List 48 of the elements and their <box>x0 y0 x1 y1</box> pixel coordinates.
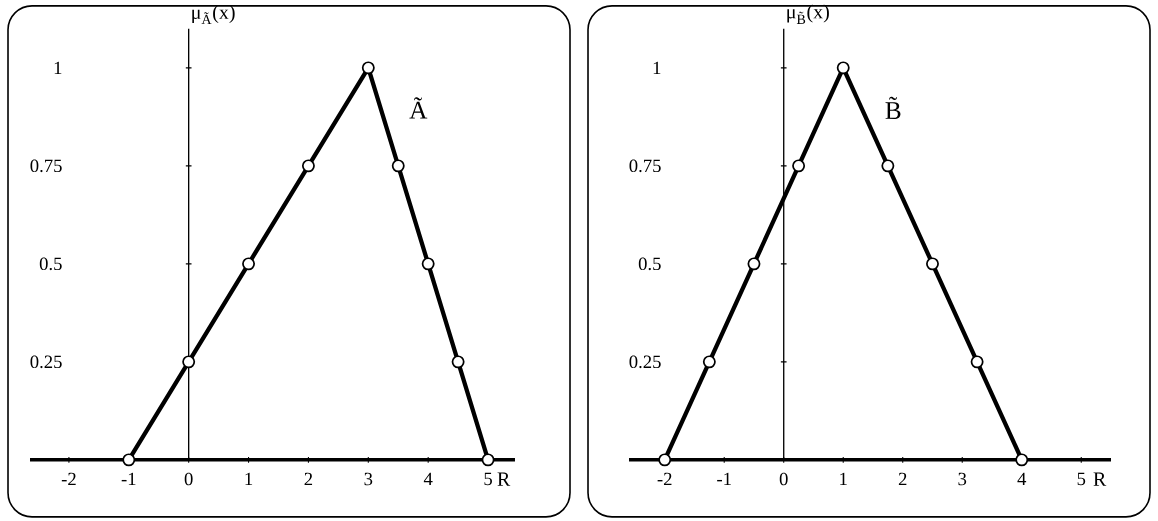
point <box>361 61 375 75</box>
y-axis-title: μ$_{Ã}$(x) <box>192 5 235 25</box>
point <box>301 159 315 173</box>
x-axis-title: R <box>1093 472 1107 486</box>
point <box>836 61 850 75</box>
point <box>926 257 939 271</box>
point <box>747 257 761 271</box>
x-tick-label: 0 <box>184 472 193 486</box>
y-axis-title: μ$_{B̃}$(x) <box>787 4 829 25</box>
y-tick-label: 0.25 <box>629 355 661 369</box>
point <box>1015 453 1029 467</box>
y-tick-label: 1 <box>653 61 661 75</box>
point <box>658 453 672 467</box>
x-tick-label: 4 <box>1017 472 1027 486</box>
x-tick-label: 2 <box>898 472 907 486</box>
y-tick-label: 1 <box>54 61 62 75</box>
y-tick-label: 0.25 <box>30 355 62 369</box>
y-tick-label: 0.5 <box>39 257 62 271</box>
point <box>481 453 495 467</box>
x-tick-label: 1 <box>840 472 847 486</box>
point <box>451 355 465 369</box>
point <box>970 355 984 369</box>
point <box>182 355 196 369</box>
x-tick-label: 3 <box>364 472 373 486</box>
x-tick-label: 5 <box>1077 472 1086 486</box>
point <box>881 159 895 173</box>
y-tick-label: 0.5 <box>638 257 661 271</box>
x-tick-label: 1 <box>245 472 253 486</box>
annotation: B̃ <box>885 96 901 120</box>
point <box>421 257 435 271</box>
x-tick-label: 2 <box>304 472 313 486</box>
x-tick-label: -1 <box>121 472 136 486</box>
x-tick-label: -2 <box>657 472 672 486</box>
annotation: Ã <box>409 97 428 119</box>
x-tick-label: 0 <box>779 472 788 486</box>
y-tick-label: 0.75 <box>629 159 661 173</box>
x-tick-label: 4 <box>423 472 433 486</box>
point <box>242 257 256 271</box>
x-tick-label: 3 <box>958 472 967 486</box>
point <box>122 453 136 467</box>
point <box>702 355 716 369</box>
y-tick-label: 0.75 <box>30 159 62 173</box>
x-tick-label: 5 <box>484 472 492 486</box>
point <box>792 159 806 173</box>
point <box>391 159 405 173</box>
x-tick-label: -2 <box>61 472 76 486</box>
x-tick-label: -1 <box>717 472 731 486</box>
x-axis-title: R <box>497 472 511 486</box>
